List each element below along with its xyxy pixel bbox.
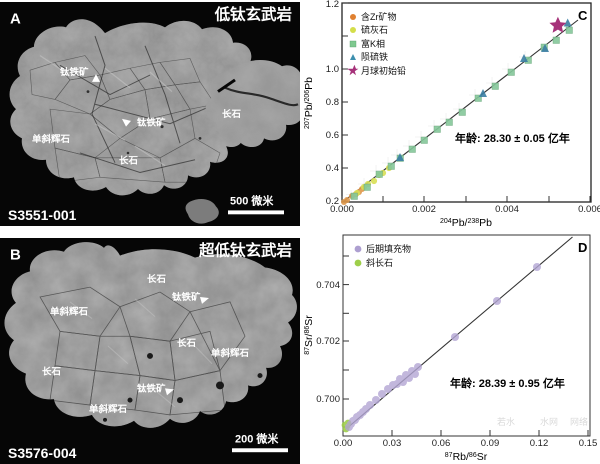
svg-text:0.704: 0.704 <box>316 280 340 291</box>
svg-text:1.0: 1.0 <box>326 64 339 75</box>
svg-text:若水: 若水 <box>497 416 515 427</box>
svg-text:1.2: 1.2 <box>326 0 339 10</box>
svg-text:年龄: 28.30 ± 0.05 亿年: 年龄: 28.30 ± 0.05 亿年 <box>455 131 570 145</box>
svg-text:后期填充物: 后期填充物 <box>366 243 411 254</box>
svg-text:钛铁矿: 钛铁矿 <box>60 66 89 77</box>
svg-text:0.004: 0.004 <box>495 204 519 215</box>
svg-text:硫灰石: 硫灰石 <box>361 24 388 35</box>
svg-text:0.4: 0.4 <box>326 163 339 174</box>
svg-text:0.002: 0.002 <box>412 204 436 215</box>
svg-text:单斜辉石: 单斜辉石 <box>32 133 70 144</box>
svg-text:月球初始铅: 月球初始铅 <box>361 65 406 76</box>
svg-text:陨硫铁: 陨硫铁 <box>361 51 388 62</box>
svg-text:单斜辉石: 单斜辉石 <box>211 347 249 358</box>
svg-text:单斜辉石: 单斜辉石 <box>89 403 127 414</box>
svg-text:斜长石: 斜长石 <box>366 257 393 268</box>
svg-text:钛铁矿: 钛铁矿 <box>172 291 201 302</box>
svg-text:0.702: 0.702 <box>316 336 340 347</box>
svg-text:S3576-004: S3576-004 <box>8 445 77 461</box>
svg-text:207Pb/206Pb: 207Pb/206Pb <box>303 77 315 129</box>
svg-text:0.6: 0.6 <box>326 130 339 141</box>
svg-text:0.06: 0.06 <box>432 438 451 449</box>
svg-text:长石: 长石 <box>147 273 166 284</box>
svg-text:0.12: 0.12 <box>530 438 549 449</box>
svg-text:0.8: 0.8 <box>326 97 339 108</box>
svg-text:低钛玄武岩: 低钛玄武岩 <box>214 6 292 24</box>
svg-text:500 微米: 500 微米 <box>230 194 274 208</box>
svg-text:0.15: 0.15 <box>579 438 598 449</box>
svg-text:204Pb/238Pb: 204Pb/238Pb <box>440 217 492 229</box>
svg-text:200 微米: 200 微米 <box>235 431 278 445</box>
svg-text:年龄: 28.39 ± 0.95 亿年: 年龄: 28.39 ± 0.95 亿年 <box>450 376 565 390</box>
svg-text:0.03: 0.03 <box>383 438 402 449</box>
svg-text:0.000: 0.000 <box>330 204 354 215</box>
svg-text:网络: 网络 <box>570 416 588 427</box>
svg-text:B: B <box>10 248 21 264</box>
svg-text:长石: 长石 <box>222 108 241 119</box>
svg-text:超低钛玄武岩: 超低钛玄武岩 <box>198 241 292 260</box>
svg-text:A: A <box>10 12 21 28</box>
svg-text:87Sr/86Sr: 87Sr/86Sr <box>303 315 315 355</box>
svg-text:含Zr矿物: 含Zr矿物 <box>361 11 397 22</box>
svg-text:钛铁矿: 钛铁矿 <box>137 382 166 393</box>
svg-text:0.700: 0.700 <box>316 394 340 405</box>
svg-text:S3551-001: S3551-001 <box>8 207 77 223</box>
svg-text:长石: 长石 <box>42 366 61 377</box>
svg-text:钛铁矿: 钛铁矿 <box>137 117 166 128</box>
svg-text:D: D <box>578 240 587 255</box>
svg-text:0.09: 0.09 <box>481 438 500 449</box>
svg-text:C: C <box>578 8 588 23</box>
svg-text:0.00: 0.00 <box>334 438 353 449</box>
svg-text:单斜辉石: 单斜辉石 <box>50 306 88 317</box>
svg-text:87Rb/86Sr: 87Rb/86Sr <box>445 451 488 463</box>
svg-text:富K相: 富K相 <box>361 38 385 49</box>
svg-text:长石: 长石 <box>119 155 138 166</box>
svg-text:水网: 水网 <box>540 416 558 427</box>
svg-text:长石: 长石 <box>177 337 196 348</box>
svg-text:0.006: 0.006 <box>578 204 600 215</box>
